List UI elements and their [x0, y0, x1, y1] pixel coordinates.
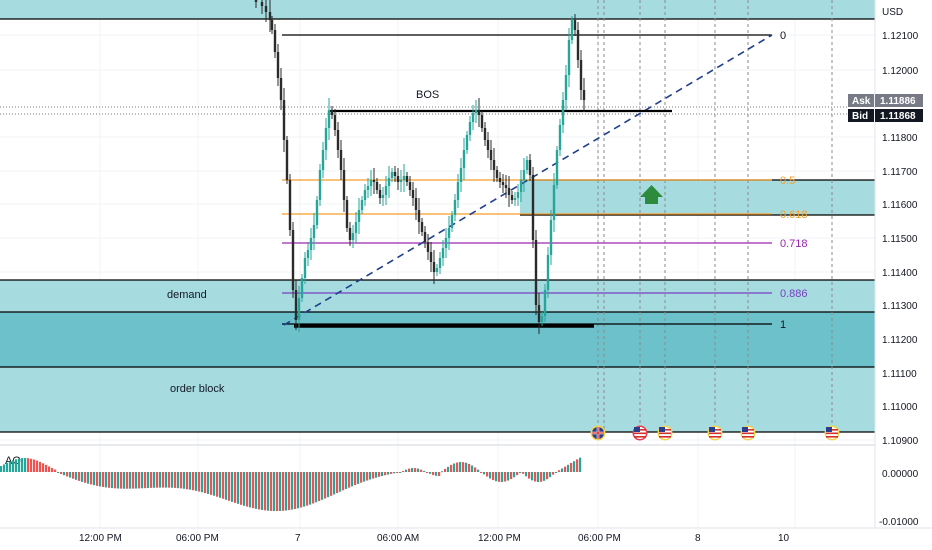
price-tick: 1.12100	[882, 31, 919, 42]
ask-price-badge	[875, 94, 923, 107]
demand-label[interactable]: demand	[167, 289, 207, 301]
bid-label-text: Bid	[852, 111, 868, 122]
time-tick: 06:00 PM	[578, 533, 621, 544]
time-tick: 8	[695, 533, 701, 544]
time-tick: 7	[295, 533, 301, 544]
fib-label-0-886: 0.886	[780, 288, 808, 300]
ask-price-text: 1.11886	[880, 96, 916, 107]
bos-label[interactable]: BOS	[416, 89, 439, 101]
time-tick: 10	[778, 533, 790, 544]
fibonacci-levels[interactable]	[282, 34, 773, 326]
price-tick: 1.11100	[882, 369, 917, 380]
price-scale[interactable]: USD 1.12100 1.12000 1.11800 1.11700 1.11…	[848, 0, 932, 528]
event-markers[interactable]	[590, 425, 840, 441]
target-arrow-icon[interactable]	[640, 185, 663, 204]
currency-label: USD	[882, 7, 903, 18]
ao-tick: 0.00000	[882, 469, 919, 480]
time-tick: 06:00 AM	[377, 533, 419, 544]
fib-label-0: 0	[780, 30, 786, 42]
order-block-zone	[0, 367, 875, 432]
supply-zone-top	[0, 0, 875, 19]
price-tick: 1.11500	[882, 234, 918, 245]
ao-histogram	[0, 457, 582, 512]
price-tick: 1.11800	[882, 133, 918, 144]
demand-zone	[0, 280, 875, 312]
order-block-label[interactable]: order block	[170, 383, 225, 395]
bid-badge-label	[848, 109, 874, 122]
price-tick: 1.10900	[882, 436, 919, 447]
ao-tick: -0.01000	[879, 517, 919, 528]
bid-price-badge	[875, 109, 923, 122]
target-zone	[520, 180, 875, 215]
fib-label-0-718: 0.718	[780, 238, 808, 250]
price-tick: 1.11400	[882, 268, 918, 279]
ask-badge-label	[848, 94, 874, 107]
time-scale[interactable]: 12:00 PM 06:00 PM 7 06:00 AM 12:00 PM 06…	[0, 527, 932, 544]
fib-label-1: 1	[780, 319, 786, 331]
price-tick: 1.11300	[882, 301, 918, 312]
price-candles	[254, 0, 586, 334]
us-flag-event-icon[interactable]	[632, 425, 648, 441]
demand-zone-dark	[0, 312, 875, 367]
time-tick: 06:00 PM	[176, 533, 219, 544]
price-tick: 1.12000	[882, 66, 919, 77]
fib-trend-line	[283, 34, 773, 326]
price-tick: 1.11600	[882, 200, 918, 211]
us-flag-event-icon[interactable]	[740, 425, 756, 441]
price-tick: 1.11200	[882, 335, 918, 346]
us-flag-event-icon[interactable]	[824, 425, 840, 441]
uk-flag-event-icon[interactable]	[590, 425, 606, 441]
us-flag-event-icon[interactable]	[657, 425, 673, 441]
fib-label-0-618: 0.618	[780, 209, 808, 221]
zones	[0, 0, 875, 432]
zone-borders	[0, 18, 875, 433]
price-tick: 1.11000	[882, 402, 918, 413]
fib-label-0-5: 0.5	[780, 175, 795, 187]
time-tick: 12:00 PM	[478, 533, 521, 544]
ask-label-text: Ask	[852, 96, 871, 107]
time-tick: 12:00 PM	[79, 533, 122, 544]
bid-price-text: 1.11868	[880, 111, 916, 122]
price-tick: 1.11700	[882, 167, 918, 178]
us-flag-event-icon[interactable]	[707, 425, 723, 441]
session-lines	[597, 0, 833, 432]
